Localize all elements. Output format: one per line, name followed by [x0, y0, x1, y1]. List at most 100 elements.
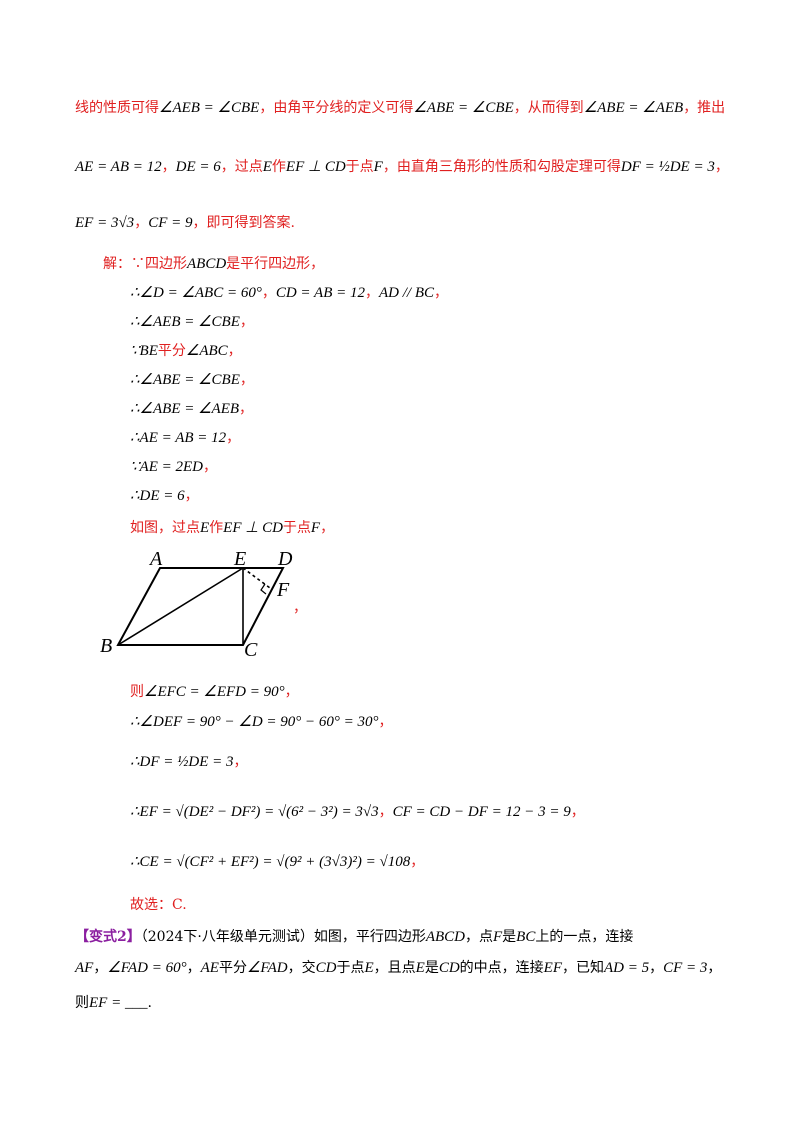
point-label: A — [148, 548, 163, 570]
text-span: EF = 3√3 — [75, 215, 135, 231]
text-span: 平分 — [218, 960, 247, 976]
text-line: ∴CE = √(CF² + EF²) = √(9² + (3√3)²) = √1… — [130, 852, 424, 872]
text-line: 故选：C. — [130, 895, 187, 915]
right-angle — [260, 583, 267, 595]
text-span: 作 — [271, 159, 286, 175]
point-label: D — [277, 548, 293, 570]
text-span: ∠FAD = 60° — [107, 960, 187, 976]
text-span: . — [147, 995, 152, 1011]
text-span: CF = 3 — [663, 960, 708, 976]
text-span: ，即可得到答案. — [192, 215, 295, 231]
text-span: 于点 — [336, 960, 365, 976]
text-line: ∴∠ABE = ∠CBE， — [130, 370, 254, 390]
text-span: CF = CD − DF = 12 − 3 = 9 — [392, 804, 571, 820]
text-span: ， — [203, 459, 217, 475]
text-span: EF — [543, 960, 562, 976]
text-span: ∴CE = √(CF² + EF²) = √(9² + (3√3)²) = √1… — [130, 854, 411, 870]
text-line: 则∠EFC = ∠EFD = 90°， — [130, 682, 299, 702]
text-span: ， — [226, 430, 241, 446]
point-label: C — [244, 639, 258, 661]
text-span: F — [493, 929, 503, 945]
text-span: ，过点 — [220, 159, 263, 175]
text-span: EF ⊥ CD — [285, 159, 346, 175]
text-span: CD — [438, 960, 460, 976]
text-span: ∠ABE = ∠AEB — [583, 100, 684, 116]
text-line: EF = 3√3，CF = 9，即可得到答案. — [75, 213, 295, 233]
point-label: E — [233, 548, 246, 570]
text-span: ， — [227, 343, 242, 359]
text-span: AD = 5 — [603, 960, 650, 976]
text-span: 是 — [424, 960, 439, 976]
text-line: AF，∠FAD = 60°，AE平分∠FAD，交CD于点E，且点E是CD的中点，… — [75, 958, 721, 978]
text-span: AE — [200, 960, 219, 976]
segment-ef — [242, 567, 271, 589]
text-span: E — [364, 960, 374, 976]
text-span: E — [262, 159, 272, 175]
text-span: ，由角平分线的定义可得 — [259, 100, 414, 116]
text-span: ， — [161, 159, 176, 175]
text-span: ∵AE = 2ED — [130, 459, 203, 475]
text-line: ∴∠DEF = 90° − ∠D = 90° − 60° = 30°， — [130, 712, 393, 732]
text-span: ， — [570, 804, 585, 820]
text-span: ∴DE = 6 — [130, 488, 185, 504]
text-span: F — [373, 159, 383, 175]
text-span: ABCD — [425, 929, 465, 945]
text-span: 上的一点，连接 — [535, 929, 634, 945]
text-span: ， — [410, 854, 425, 870]
text-span: ∴∠D = ∠ABC = 60° — [130, 285, 262, 301]
text-span: ， — [649, 960, 664, 976]
segment-be — [117, 567, 244, 646]
text-span: 的中点，连接 — [459, 960, 544, 976]
text-span: 则 — [130, 684, 144, 700]
text-span: ， — [239, 314, 254, 330]
text-line: ∵BE平分∠ABC， — [130, 341, 242, 361]
text-span: ∴∠AEB = ∠CBE — [130, 314, 240, 330]
text-span: AF — [75, 960, 94, 976]
text-span: ，且点 — [373, 960, 416, 976]
text-span: 于点 — [345, 159, 374, 175]
text-line: ∴AE = AB = 12， — [130, 428, 240, 448]
text-span: CD — [315, 960, 337, 976]
text-span: EF = ___ — [89, 995, 148, 1011]
text-span: ， — [233, 754, 248, 770]
text-span: 是平行四边形， — [226, 256, 325, 272]
text-span: ， — [378, 804, 393, 820]
text-span: 如图，过点 — [130, 520, 200, 536]
text-span: ∴∠DEF = 90° − ∠D = 90° − 60° = 30° — [130, 714, 379, 730]
text-span: ， — [433, 285, 448, 301]
text-line: ∴∠ABE = ∠AEB， — [130, 399, 253, 419]
text-line: 【变式2】（2024下·八年级单元测试）如图，平行四边形ABCD，点F是BC上的… — [75, 927, 633, 947]
text-span: ，点 — [465, 929, 493, 945]
text-span: 则 — [75, 995, 89, 1011]
text-span: ， — [320, 520, 335, 536]
text-span: ∴AE = AB = 12 — [130, 430, 227, 446]
text-line: 线的性质可得∠AEB = ∠CBE，由角平分线的定义可得∠ABE = ∠CBE，… — [75, 98, 725, 118]
text-span: ， — [134, 215, 149, 231]
text-span: F — [310, 520, 321, 536]
text-line: ∴∠D = ∠ABC = 60°，CD = AB = 12，AD // BC， — [130, 283, 448, 303]
text-span: ∠FAD — [246, 960, 288, 976]
text-span: ∠EFC = ∠EFD = 90° — [144, 684, 285, 700]
text-span: DF = ½DE = 3 — [620, 159, 715, 175]
text-span: E — [200, 520, 210, 536]
text-span: ABCD — [187, 256, 227, 272]
text-span: ∴DF = ½DE = 3 — [130, 754, 234, 770]
text-span: ， — [284, 684, 299, 700]
text-line: 解：∵四边形ABCD是平行四边形， — [103, 254, 324, 274]
text-span: ， — [186, 960, 201, 976]
text-span: ，由直角三角形的性质和勾股定理可得 — [382, 159, 621, 175]
text-span: ，推出 — [683, 100, 726, 116]
text-span: 【变式2】 — [75, 929, 141, 945]
text-span: 解：∵四边形 — [103, 256, 187, 272]
text-span: ， — [239, 401, 254, 417]
point-label: B — [100, 635, 112, 657]
text-span: DE = 6 — [175, 159, 221, 175]
text-span: ∠ABC — [185, 343, 228, 359]
text-line: AE = AB = 12，DE = 6，过点E作EF ⊥ CD于点F，由直角三角… — [75, 157, 729, 177]
text-span: ∴∠ABE = ∠CBE — [130, 372, 240, 388]
text-span: 平分 — [157, 343, 186, 359]
text-span: ，从而得到 — [513, 100, 584, 116]
text-span: ， — [714, 159, 729, 175]
text-span: AD // BC — [378, 285, 434, 301]
